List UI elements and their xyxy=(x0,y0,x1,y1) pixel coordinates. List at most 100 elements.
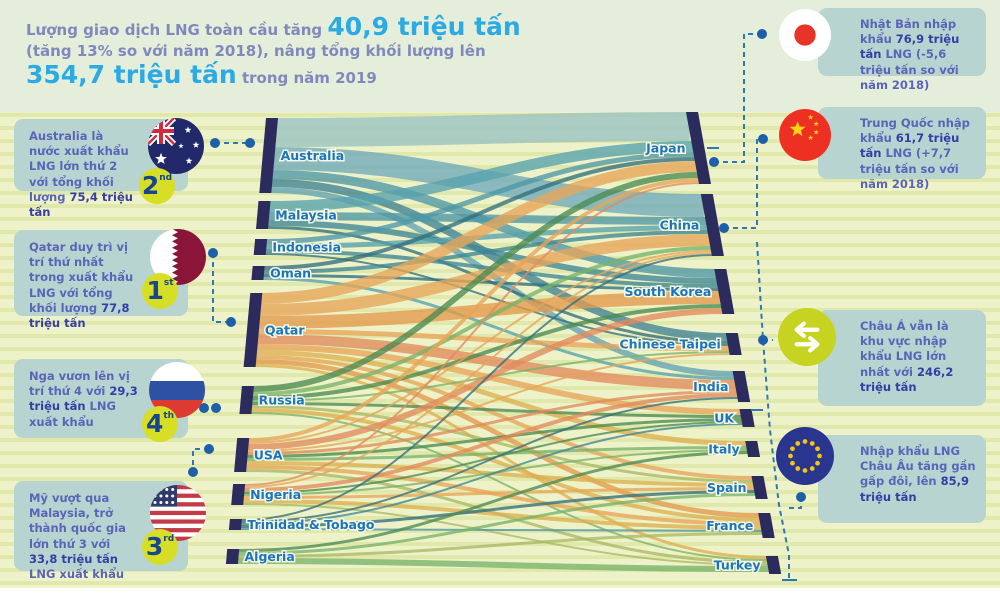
callout-value: 75,4 triệu tấn xyxy=(29,189,133,219)
callout-connectors xyxy=(188,29,806,581)
connector-dashed-line xyxy=(724,138,761,229)
node-label-trinidad: Trinidad & Tobago xyxy=(247,517,375,532)
flow-usa-to-china xyxy=(247,250,713,444)
connector-dot xyxy=(199,403,209,413)
callout-text: LNG (-5,6 triệu tấn so với năm 2018) xyxy=(860,47,959,92)
callout-text: Trung Quốc nhập khẩu xyxy=(860,116,970,146)
node-bar-trinidad xyxy=(228,519,242,530)
flow-trinidad-to-spain xyxy=(240,490,756,528)
node-bar-japan xyxy=(686,112,711,184)
flow-russia-to-china xyxy=(252,246,712,396)
node-bar-spain xyxy=(751,476,768,499)
flow-nigeria-to-spain xyxy=(242,487,755,499)
flow-malaysia-to-china xyxy=(268,212,707,225)
callout-europe: Nhập khẩu LNG Châu Âu tăng gần gấp đôi, … xyxy=(818,435,986,523)
callout-text: Nhật Bản nhập khẩu xyxy=(860,17,957,47)
sankey-flows xyxy=(237,112,770,572)
flow-usa-to-japan xyxy=(247,178,700,442)
connector-dot xyxy=(758,134,768,144)
node-bar-southkorea xyxy=(714,269,735,314)
flow-usa-to-taipei xyxy=(246,353,731,452)
connector-dashed-line xyxy=(756,241,790,578)
callout-text: LNG xuất khẩu xyxy=(29,399,116,429)
node-bar-usa xyxy=(234,438,250,472)
callout-text: LNG xuất khẩu xyxy=(29,566,125,581)
russia-flag-icon xyxy=(149,362,205,418)
connector-dot xyxy=(719,223,729,233)
asia-arrows-icon xyxy=(778,308,836,366)
flow-qatar-to-taipei xyxy=(257,329,730,351)
node-label-australia: Australia xyxy=(281,148,345,163)
headline-line-2: (tăng 13% so với năm 2018), nâng tổng kh… xyxy=(26,42,666,61)
connector-dot xyxy=(245,138,255,148)
node-label-turkey: Turkey xyxy=(714,558,761,573)
flow-qatar-to-japan xyxy=(260,161,697,304)
node-label-qatar: Qatar xyxy=(265,323,305,338)
node-label-russia: Russia xyxy=(259,393,305,408)
rank-number: 1 xyxy=(146,276,164,305)
sankey-node-bars xyxy=(225,112,782,574)
usa-flag-icon xyxy=(150,485,206,541)
sankey-node-labels: Australia Malaysia Indonesia Oman Qatar Russi… xyxy=(243,139,762,574)
callout-japan-text: Nhật Bản nhập khẩu 76,9 triệu tấn LNG (-… xyxy=(860,17,976,93)
callout-value: 246,2 triệu tấn xyxy=(860,364,954,394)
callout-text: LNG (+7,7 triệu tấn so với năm 2018) xyxy=(860,146,959,191)
flow-russia-to-spain xyxy=(250,405,754,483)
flow-indonesia-to-japan xyxy=(265,152,695,244)
headline-text: (tăng 13% so với năm 2018), nâng tổng kh… xyxy=(26,41,486,60)
callout-asia: Châu Á vẫn là khu vực nhập khẩu LNG lớn … xyxy=(818,310,986,406)
flow-usa-to-italy xyxy=(246,446,748,461)
node-label-china: China xyxy=(660,218,700,233)
flow-nigeria-to-china xyxy=(243,252,713,488)
connector-dot xyxy=(188,467,198,477)
callout-china: Trung Quốc nhập khẩu 61,7 triệu tấn LNG … xyxy=(818,107,986,191)
flow-australia-to-china xyxy=(273,147,704,217)
node-label-spain: Spain xyxy=(707,480,747,495)
flow-nigeria-to-turkey xyxy=(242,503,769,566)
callout-value: 33,8 triệu tấn xyxy=(29,551,118,566)
flow-russia-to-france xyxy=(250,408,761,522)
callout-text: Australia là nước xuất khẩu LNG lớn thứ … xyxy=(29,129,129,204)
node-bar-india xyxy=(732,371,751,402)
rank-number: 2 xyxy=(141,171,160,200)
node-bar-indonesia xyxy=(253,239,268,255)
node-label-italy: Italy xyxy=(708,442,740,457)
node-label-oman: Oman xyxy=(270,266,311,281)
flow-usa-to-uk xyxy=(246,418,743,458)
flow-algeria-to-turkey xyxy=(237,558,770,572)
node-bar-russia xyxy=(239,386,254,414)
node-bar-taipei xyxy=(725,333,742,355)
flow-trinidad-to-france xyxy=(239,528,763,532)
node-bar-italy xyxy=(745,441,761,457)
flow-russia-to-uk xyxy=(251,402,742,418)
node-label-nigeria: Nigeria xyxy=(250,487,301,502)
node-label-taipei: Chinese Taipei xyxy=(619,337,720,352)
rank-suffix: st xyxy=(163,278,174,288)
flow-oman-to-china xyxy=(263,230,709,274)
connector-dashed-line xyxy=(192,448,209,472)
node-label-malaysia: Malaysia xyxy=(275,208,337,223)
headline-text: trong năm 2019 xyxy=(236,69,377,88)
flow-trinidad-to-china xyxy=(240,254,713,521)
headline-line-3: 354,7 triệu tấn trong năm 2019 xyxy=(26,60,666,90)
flow-indonesia-to-taipei xyxy=(264,253,729,346)
headline-text: Lượng giao dịch LNG toàn cầu tăng xyxy=(26,21,328,39)
flow-qatar-to-southkorea xyxy=(258,291,721,329)
callout-value: 77,8 triệu tấn xyxy=(29,300,130,330)
node-bar-china xyxy=(700,194,724,256)
node-label-india: India xyxy=(693,379,728,394)
connector-dot xyxy=(709,157,719,167)
node-label-japan: Japan xyxy=(645,141,685,156)
china-flag-icon xyxy=(779,109,831,161)
callout-japan: Nhật Bản nhập khẩu 76,9 triệu tấn LNG (-… xyxy=(818,8,986,92)
node-bar-qatar xyxy=(243,293,263,367)
flow-russia-to-japan xyxy=(252,172,699,392)
flow-algeria-to-spain xyxy=(237,493,756,555)
callout-russia-text: Nga vươn lên vị trí thứ 4 với 29,3 triệu… xyxy=(29,369,138,430)
headline-line-1: Lượng giao dịch LNG toàn cầu tăng 40,9 t… xyxy=(26,12,666,42)
